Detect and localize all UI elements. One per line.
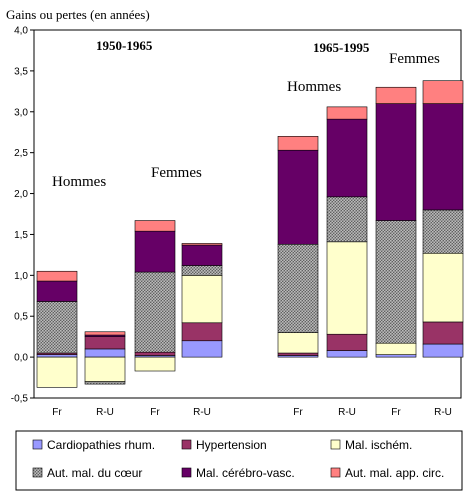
period-label-1950-1965: 1950-1965 xyxy=(96,38,153,53)
x-axis: Fr R-U Fr R-U Fr R-U Fr R-U xyxy=(52,407,452,418)
y-tick-label: 1,0 xyxy=(14,271,28,282)
bar-segment-aut-mal-du-coeur xyxy=(326,196,368,243)
x-tick-label: R-U xyxy=(338,407,356,418)
bar-segment-aut-mal-du-coeur xyxy=(36,301,78,354)
bar-segment-mal-ischem xyxy=(134,356,176,372)
bar-segment-mal-cerebro-vasc xyxy=(36,280,78,302)
bar-segment-cardiopathies-rhum xyxy=(422,343,464,358)
x-tick-label: R-U xyxy=(434,407,452,418)
bar-segment-hypertension xyxy=(422,321,464,345)
x-tick-label: Fr xyxy=(52,407,62,418)
legend-label-cardiopathies-rhum: Cardiopathies rhum. xyxy=(47,438,155,452)
bar-segment-hypertension xyxy=(326,333,368,351)
y-tick-label: 4,0 xyxy=(14,26,28,37)
bar-segment-cardiopathies-rhum xyxy=(375,354,417,358)
y-tick-label: 1,5 xyxy=(14,230,28,241)
legend-swatch-hypertension xyxy=(181,439,192,450)
legend-label-mal-ischem: Mal. ischém. xyxy=(345,438,412,452)
bar-segment-hypertension xyxy=(277,352,319,356)
group-label-femmes-1: Femmes xyxy=(151,165,202,181)
period-label-1965-1995: 1965-1995 xyxy=(313,40,370,55)
legend-box xyxy=(15,430,463,491)
x-tick-label: Fr xyxy=(150,407,160,418)
legend-swatch-mal-ischem xyxy=(330,439,341,450)
bar-segment-mal-ischem xyxy=(84,356,126,382)
bar-segment-aut-mal-app-circ xyxy=(84,331,126,336)
bar-segment-aut-mal-du-coeur xyxy=(422,209,464,254)
x-tick-label: Fr xyxy=(391,407,401,418)
bar-segment-cardiopathies-rhum xyxy=(36,354,78,358)
x-tick-label: Fr xyxy=(293,407,303,418)
bar-segment-hypertension xyxy=(181,322,223,342)
bar-segment-aut-mal-app-circ xyxy=(181,243,223,246)
bar-segment-hypertension xyxy=(84,336,126,350)
bar-segment-mal-ischem xyxy=(326,241,368,335)
bar-segment-aut-mal-app-circ xyxy=(375,86,417,104)
y-tick-label: 2,0 xyxy=(14,189,28,200)
bar-segment-aut-mal-app-circ xyxy=(134,220,176,232)
legend-swatch-aut-mal-du-coeur xyxy=(32,467,43,478)
y-tick-label: 0,5 xyxy=(14,312,28,323)
bar-segment-aut-mal-app-circ xyxy=(422,80,464,104)
bar-segment-mal-cerebro-vasc xyxy=(134,230,176,273)
bars xyxy=(36,80,464,388)
y-axis: 4,0 3,5 3,0 2,5 2,0 1,5 1,0 0,5 0,0 -0,5 xyxy=(11,26,34,405)
y-axis-label: Gains ou pertes (en années) xyxy=(6,7,150,22)
bar-segment-aut-mal-du-coeur xyxy=(84,381,126,385)
bar-segment-cardiopathies-rhum xyxy=(326,350,368,358)
y-tick-label: 2,5 xyxy=(14,148,28,159)
y-tick-label: 0,0 xyxy=(14,353,28,364)
y-tick-label: 3,0 xyxy=(14,107,28,118)
bar-segment-cardiopathies-rhum xyxy=(181,340,223,358)
legend-swatch-mal-cerebro-vasc xyxy=(181,467,192,478)
group-label-femmes-2: Femmes xyxy=(389,51,440,67)
legend-swatch-cardiopathies-rhum xyxy=(32,439,43,450)
legend-swatch-aut-mal-app-circ xyxy=(330,467,341,478)
bar-segment-cardiopathies-rhum xyxy=(84,348,126,358)
bar-segment-aut-mal-app-circ xyxy=(277,136,319,151)
legend-label-hypertension: Hypertension xyxy=(196,438,267,452)
legend-label-aut-mal-du-coeur: Aut. mal. du cœur xyxy=(47,466,142,480)
bar-segment-mal-cerebro-vasc xyxy=(375,103,417,221)
y-tick-label: -0,5 xyxy=(11,394,29,405)
bar-segment-mal-ischem xyxy=(277,332,319,354)
group-label-hommes-2: Hommes xyxy=(287,79,341,95)
bar-segment-aut-mal-du-coeur xyxy=(375,220,417,344)
bar-segment-mal-ischem xyxy=(36,356,78,388)
bar-segment-aut-mal-du-coeur xyxy=(134,271,176,353)
bar-segment-aut-mal-du-coeur xyxy=(181,265,223,276)
legend-label-aut-mal-app-circ: Aut. mal. app. circ. xyxy=(345,466,444,480)
x-tick-label: R-U xyxy=(96,407,114,418)
legend-label-mal-cerebro-vasc: Mal. cérébro-vasc. xyxy=(196,466,295,480)
bar-segment-mal-ischem xyxy=(181,275,223,324)
bar-segment-aut-mal-app-circ xyxy=(326,106,368,120)
bar-segment-mal-cerebro-vasc xyxy=(277,149,319,245)
x-tick-label: R-U xyxy=(193,407,211,418)
legend: Cardiopathies rhum. Hypertension Mal. isch… xyxy=(32,438,444,480)
group-label-hommes-1: Hommes xyxy=(52,174,106,190)
bar-segment-mal-cerebro-vasc xyxy=(422,103,464,211)
bar-segment-mal-ischem xyxy=(375,342,417,355)
bar-segment-mal-ischem xyxy=(422,252,464,323)
bar-segment-mal-cerebro-vasc xyxy=(326,118,368,198)
y-tick-label: 3,5 xyxy=(14,66,28,77)
bar-segment-mal-cerebro-vasc xyxy=(181,244,223,266)
bar-segment-hypertension xyxy=(134,351,176,356)
bar-segment-aut-mal-du-coeur xyxy=(277,243,319,333)
bar-segment-aut-mal-app-circ xyxy=(36,270,78,282)
